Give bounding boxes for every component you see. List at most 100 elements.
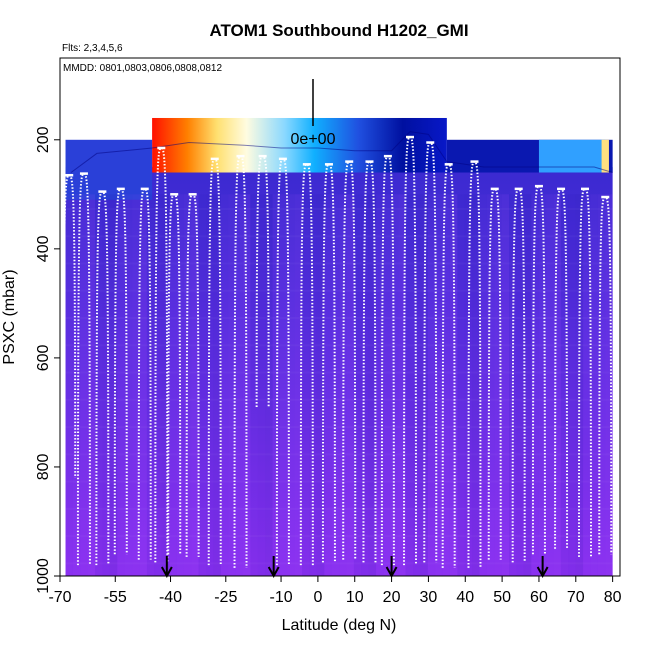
curtain-column xyxy=(257,194,266,576)
curtain-column xyxy=(205,194,214,576)
curtain-column xyxy=(376,194,384,576)
curtain-column xyxy=(368,194,377,576)
curtain-band xyxy=(66,453,613,455)
profile-arrow-head xyxy=(385,566,398,579)
x-tick-label: 50 xyxy=(493,589,511,606)
curtain-column xyxy=(420,194,428,576)
flights-caption: Flts: 2,3,4,5,6 xyxy=(62,43,123,54)
curtain-column xyxy=(339,194,347,576)
x-axis: -70 -55 -40 -25 -10 0 10 20 30 40 50 60 70 80 xyxy=(48,576,622,606)
curtain-column xyxy=(146,194,155,576)
profile-arrow-head xyxy=(160,566,173,579)
flight-profile xyxy=(113,187,128,555)
curtain-column xyxy=(583,194,591,576)
curtain-column xyxy=(161,194,170,576)
curtain-column xyxy=(154,194,162,576)
flight-profile xyxy=(95,190,110,566)
curtain-column xyxy=(102,194,110,576)
x-tick-label: -25 xyxy=(214,589,237,606)
curtain-column xyxy=(235,194,243,576)
curtain-column xyxy=(139,194,147,576)
plot-area xyxy=(62,117,613,576)
profile-arrows xyxy=(160,556,549,579)
curtain-column xyxy=(72,194,81,576)
curtain-column xyxy=(413,194,421,576)
stratosphere-north-cap xyxy=(601,139,609,173)
curtain-band xyxy=(66,235,613,237)
curtain-column xyxy=(183,194,192,576)
curtain-band xyxy=(66,262,613,264)
x-tick-label: 20 xyxy=(383,589,401,606)
y-tick-label: 1000 xyxy=(35,558,52,594)
curtain-column xyxy=(198,194,206,576)
curtain-column xyxy=(250,194,258,576)
y-tick-label: 200 xyxy=(35,126,52,153)
curtain-column xyxy=(213,194,221,576)
curtain-column xyxy=(605,194,613,576)
y-axis: 200 400 600 800 1000 xyxy=(35,126,60,594)
curtain-column xyxy=(405,194,414,576)
x-tick-label: -70 xyxy=(48,589,71,606)
flight-profile xyxy=(362,160,377,563)
flight-profile xyxy=(487,187,502,560)
flight-profile xyxy=(299,163,314,566)
curtain-band xyxy=(66,372,613,374)
curtain-column xyxy=(538,194,547,576)
flight-profile xyxy=(154,146,169,563)
curtain-band xyxy=(66,399,613,401)
curtain-column xyxy=(590,194,598,576)
curtain-column xyxy=(531,194,539,576)
profile-arrow-head xyxy=(536,566,549,579)
curtain-column xyxy=(324,194,332,576)
curtain-column xyxy=(124,194,133,576)
curtain-column xyxy=(272,194,280,576)
curtain-column xyxy=(220,194,229,576)
flight-profile xyxy=(76,172,91,566)
flight-profile xyxy=(403,136,417,566)
curtain-column xyxy=(169,194,177,576)
curtain-band xyxy=(66,481,613,483)
curtain-column xyxy=(390,194,399,576)
curtain-background xyxy=(65,117,613,576)
flight-profile xyxy=(598,196,613,555)
y-tick-label: 600 xyxy=(35,344,52,371)
tropopause-line xyxy=(70,131,613,173)
curtain-column xyxy=(449,194,458,576)
plot-frame xyxy=(59,57,621,577)
curtain-column xyxy=(494,194,502,576)
x-axis-label: Latitude (deg N) xyxy=(282,617,397,634)
curtain-column xyxy=(361,194,369,576)
curtain-column xyxy=(479,194,487,576)
x-tick-label: 10 xyxy=(346,589,364,606)
curtain-column xyxy=(353,194,362,576)
curtain-column xyxy=(427,194,436,576)
curtain-column xyxy=(191,194,199,576)
curtain-column xyxy=(309,194,317,576)
curtain-column xyxy=(435,194,443,576)
flight-profile xyxy=(531,185,546,555)
stratosphere-band xyxy=(152,117,447,173)
curtain-column xyxy=(294,194,303,576)
curtain-band xyxy=(66,426,613,428)
curtain-band xyxy=(66,344,613,346)
curtain-column xyxy=(228,194,236,576)
curtain-column xyxy=(501,194,510,576)
x-tick-label: 80 xyxy=(604,589,622,606)
curtain-column xyxy=(472,194,480,576)
dates-caption: MMDD: 0801,0803,0806,0808,0812 xyxy=(63,63,222,74)
x-tick-label: -10 xyxy=(269,589,292,606)
flight-profiles xyxy=(62,135,613,568)
curtain-band xyxy=(66,508,613,510)
curtain-column xyxy=(242,194,251,576)
curtain-column xyxy=(442,194,450,576)
y-axis-label: PSXC (mbar) xyxy=(1,269,18,364)
curtain-band xyxy=(66,562,613,564)
curtain-column xyxy=(457,194,465,576)
curtain-column xyxy=(546,194,554,576)
flight-profile xyxy=(137,187,152,560)
curtain-column xyxy=(302,194,310,576)
x-tick-label: 30 xyxy=(420,589,438,606)
curtain-column xyxy=(597,194,606,576)
curtain-column xyxy=(383,194,391,576)
